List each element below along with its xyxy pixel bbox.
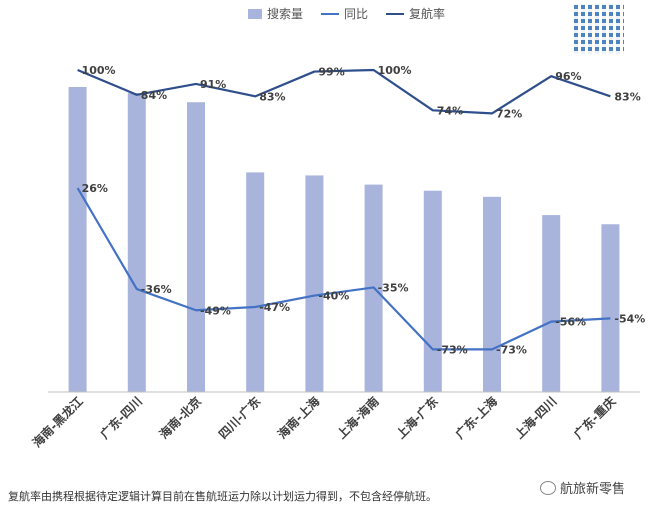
bar-search-3: [246, 172, 265, 392]
recovery-label-1: 84%: [141, 89, 167, 102]
yoy-label-0: 26%: [82, 182, 108, 195]
recovery-label-3: 83%: [259, 90, 285, 103]
recovery-label-4: 99%: [318, 66, 344, 79]
yoy-label-4: -40%: [318, 290, 349, 303]
legend-item-yoy: 同比: [321, 5, 368, 22]
yoy-label-6: -73%: [437, 343, 468, 356]
recovery-label-6: 74%: [437, 104, 463, 117]
legend-swatch-recovery: [386, 12, 405, 15]
bar-search-2: [187, 102, 205, 392]
brand-name: 航旅新零售: [560, 482, 626, 497]
x-tick-label-2: 海南-北京: [156, 394, 204, 442]
yoy-line: [76, 187, 611, 351]
recovery-label-2: 91%: [200, 78, 226, 91]
x-tick-label-9: 广东-重庆: [570, 394, 618, 442]
yoy-label-8: -56%: [555, 316, 586, 329]
x-tick-label-6: 上海-广东: [393, 394, 441, 442]
recovery-label-7: 72%: [496, 107, 522, 120]
x-tick-label-0: 海南-黑龙江: [29, 394, 86, 451]
chart-legend: 搜索量 同比 复航率: [248, 5, 445, 22]
yoy-label-3: -47%: [259, 301, 290, 314]
qr-code-icon: [574, 4, 624, 54]
legend-label-yoy: 同比: [344, 7, 369, 21]
x-tick-label-7: 广东-上海: [452, 394, 500, 442]
legend-label-search: 搜索量: [267, 7, 304, 21]
legend-swatch-search: [248, 8, 262, 19]
x-tick-label-3: 四川-广东: [215, 394, 263, 442]
recovery-label-5: 100%: [378, 64, 412, 77]
recovery-label-8: 96%: [555, 70, 581, 83]
x-tick-label-4: 海南-上海: [274, 394, 322, 442]
bar-search-6: [423, 190, 442, 392]
footer-note: 复航率由携程根据待定逻辑计算目前在售航班运力除以计划运力得到，不包含经停航班。: [8, 490, 437, 503]
bar-search-7: [483, 196, 501, 392]
brand: 航旅新零售: [540, 478, 625, 497]
legend-item-recovery: 复航率: [386, 5, 445, 22]
bar-search-4: [305, 175, 324, 392]
chart-canvas: 100% 84% 91% 83% 99% 100% 74% 72% 96% 83% 26% -36% -…: [29, 64, 645, 451]
x-tick-label-8: 上海-四川: [511, 394, 559, 442]
x-tick-label-1: 广东-四川: [97, 394, 145, 442]
bar-search-1: [127, 93, 146, 392]
yoy-label-7: -73%: [496, 343, 527, 356]
bar-search-9: [601, 224, 620, 392]
legend-item-search: 搜索量: [248, 5, 303, 22]
x-tick-label-5: 上海-海南: [334, 394, 382, 442]
wechat-logo-icon: [540, 480, 556, 495]
bar-search-0: [68, 87, 87, 392]
recovery-label-9: 83%: [614, 90, 640, 103]
legend-swatch-yoy: [321, 12, 340, 15]
legend-label-recovery: 复航率: [409, 7, 446, 21]
yoy-label-1: -36%: [141, 283, 172, 296]
recovery-label-0: 100%: [82, 64, 116, 77]
recovery-line: [77, 68, 611, 115]
yoy-label-2: -49%: [200, 304, 231, 317]
bar-search-8: [542, 215, 561, 392]
yoy-label-5: -35%: [378, 281, 409, 294]
yoy-label-9: -54%: [614, 312, 645, 325]
